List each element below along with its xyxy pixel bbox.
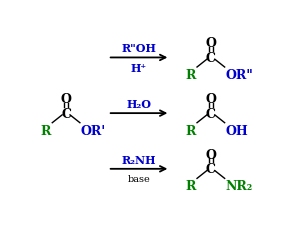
Text: O: O bbox=[61, 92, 72, 105]
Text: R₂NH: R₂NH bbox=[122, 154, 156, 165]
Text: H₂O: H₂O bbox=[127, 99, 151, 110]
Text: O: O bbox=[205, 37, 216, 50]
Text: OR': OR' bbox=[81, 124, 106, 137]
Text: C: C bbox=[206, 163, 216, 176]
Text: C: C bbox=[206, 107, 216, 120]
Text: base: base bbox=[128, 174, 150, 183]
Text: C: C bbox=[206, 52, 216, 65]
Text: R"OH: R"OH bbox=[122, 43, 156, 54]
Text: R: R bbox=[186, 124, 196, 137]
Text: R: R bbox=[186, 180, 196, 192]
Text: OR": OR" bbox=[226, 69, 254, 81]
Text: C: C bbox=[61, 107, 71, 120]
Text: O: O bbox=[205, 92, 216, 105]
Text: NR₂: NR₂ bbox=[226, 180, 253, 192]
Text: OH: OH bbox=[226, 124, 248, 137]
Text: R: R bbox=[41, 124, 51, 137]
Text: O: O bbox=[205, 148, 216, 161]
Text: H⁺: H⁺ bbox=[131, 62, 147, 73]
Text: R: R bbox=[186, 69, 196, 81]
